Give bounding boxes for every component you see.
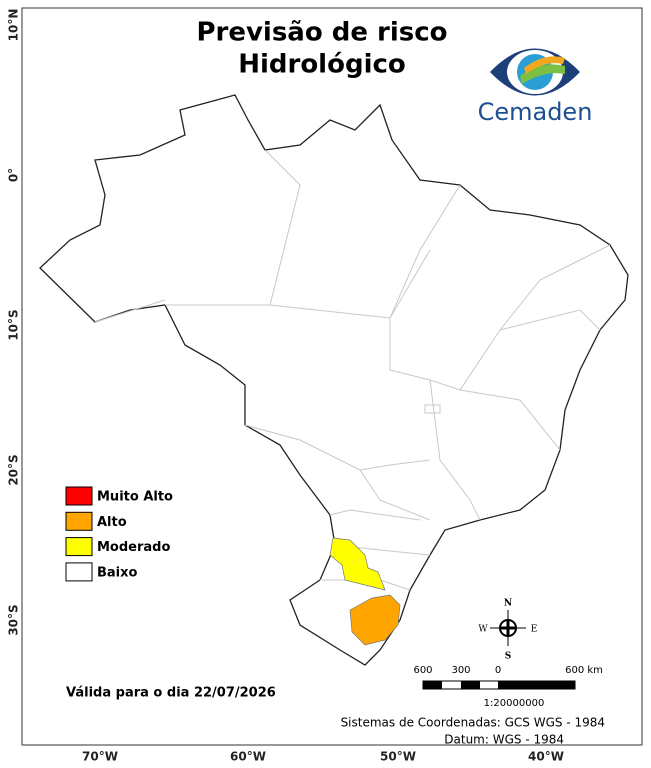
- compass-n: N: [504, 599, 512, 609]
- lat-label: 0°: [7, 168, 21, 182]
- legend-swatch: [65, 511, 93, 531]
- lat-label: 20°S: [7, 454, 21, 485]
- country-outline: [39, 94, 629, 666]
- compass-s: S: [505, 652, 512, 662]
- legend-swatch: [65, 486, 93, 506]
- valid-date: Válida para o dia 22/07/2026: [66, 686, 276, 701]
- scale-label: 600: [413, 665, 432, 676]
- legend: Muito Alto Alto Moderado Baixo: [65, 486, 173, 582]
- region-high: [349, 594, 401, 646]
- logo: Cemaden: [478, 48, 593, 126]
- compass-e: E: [531, 625, 538, 635]
- region-moderate: [329, 537, 386, 591]
- lat-label: 30°S: [7, 604, 21, 635]
- title: Hidrológico: [238, 50, 406, 80]
- compass: N S E W: [478, 599, 537, 662]
- lat-label: 10°S: [7, 309, 21, 340]
- coord-system: Sistemas de Coordenadas: GCS WGS - 1984: [341, 716, 605, 730]
- lon-label: 40°W: [528, 750, 564, 764]
- scale-label: 0: [495, 665, 501, 676]
- legend-swatch: [65, 537, 93, 557]
- scale-label: 300: [451, 665, 470, 676]
- logo-text: Cemaden: [478, 98, 593, 126]
- lon-label: 70°W: [82, 750, 118, 764]
- lon-label: 60°W: [230, 750, 266, 764]
- legend-swatch: [65, 562, 93, 582]
- scale-ratio: 1:20000000: [484, 698, 545, 709]
- legend-label: Alto: [97, 515, 127, 530]
- scale-label: 600 km: [565, 665, 603, 676]
- scale-bar: 600 300 0 600 km 1:20000000: [413, 665, 602, 709]
- compass-w: W: [478, 625, 488, 635]
- legend-label: Moderado: [97, 540, 170, 555]
- legend-label: Baixo: [97, 565, 138, 580]
- legend-label: Muito Alto: [97, 490, 173, 505]
- lat-label: 10°N: [7, 9, 21, 42]
- title: Previsão de risco: [196, 18, 447, 48]
- lon-label: 50°W: [380, 750, 416, 764]
- datum: Datum: WGS - 1984: [444, 733, 564, 747]
